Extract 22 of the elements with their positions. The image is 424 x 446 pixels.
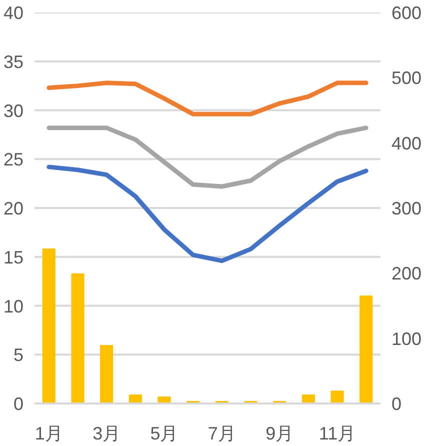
y-tick-label: 5 [13,345,24,366]
y-tick-label: 0 [13,394,24,414]
y-tick-label: 15 [3,247,24,268]
x-tick-label: 7月 [208,424,236,444]
y2-tick-label: 0 [392,394,402,414]
y-tick-label: 25 [3,150,24,170]
x-tick-label: 3月 [92,424,121,444]
y-tick-label: 20 [3,198,24,218]
y2-tick-label: 300 [392,198,422,218]
y2-tick-label: 200 [392,264,422,284]
x-tick-label: 5月 [150,424,178,444]
y2-tick-label: 500 [392,68,422,88]
y2-tick-label: 600 [392,3,422,23]
x-tick-label: 9月 [266,424,294,444]
y-tick-label: 40 [3,3,24,23]
x-tick-label: 11月 [318,424,356,444]
y-tick-label: 30 [3,100,24,121]
y-tick-label: 10 [3,296,24,316]
y2-tick-label: 100 [392,328,422,349]
y2-tick-label: 400 [392,133,422,154]
x-tick-label: 1月 [34,424,63,444]
y-tick-label: 35 [3,52,24,72]
